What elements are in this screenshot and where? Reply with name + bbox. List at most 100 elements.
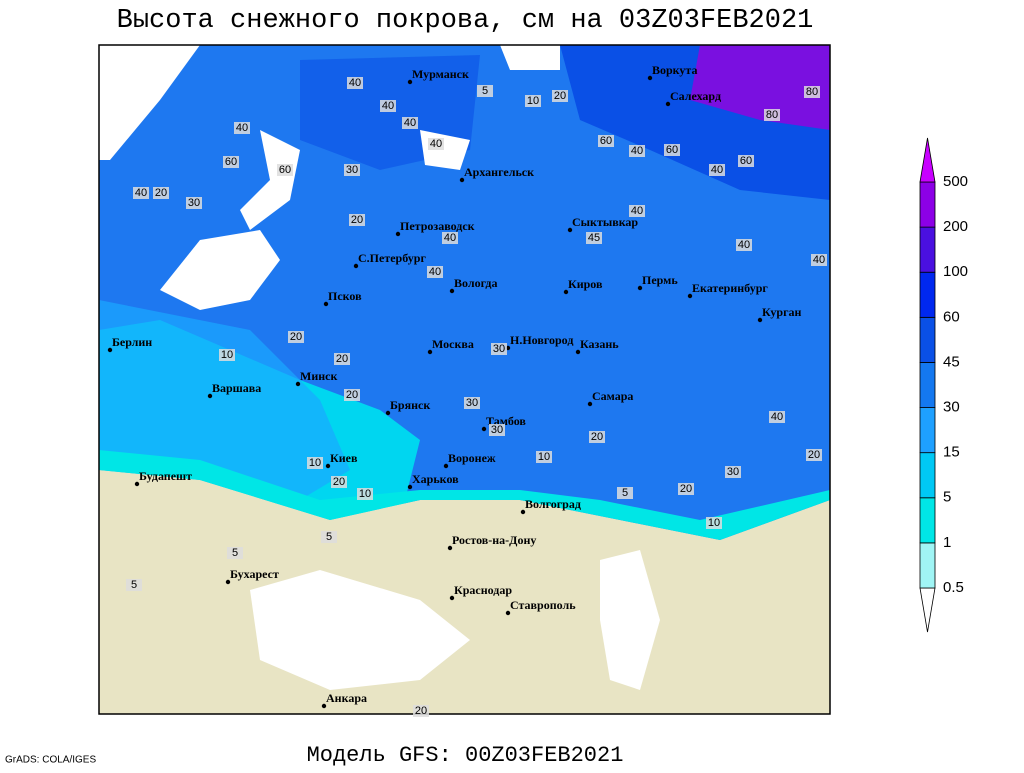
contour-label: 40	[738, 239, 750, 251]
city-dot	[323, 301, 329, 307]
city-dot	[505, 610, 511, 616]
contour-label: 30	[466, 397, 478, 409]
city-label: Краснодар	[454, 583, 512, 597]
contour-label-box	[736, 239, 752, 251]
legend-arrow-high	[919, 137, 936, 183]
contour-label: 20	[333, 476, 345, 488]
contour-label-box	[525, 95, 541, 107]
city-label: Волгоград	[525, 497, 581, 511]
city-dot	[757, 317, 763, 323]
contour-label-box	[664, 144, 680, 156]
city-label: Вологда	[454, 276, 498, 290]
contour-label-box	[133, 187, 149, 199]
city-dot	[395, 231, 401, 237]
contour-label-box	[402, 117, 418, 129]
contour-label: 60	[225, 156, 237, 168]
city-label: С.Петербург	[358, 251, 426, 265]
contour-label-box	[427, 266, 443, 278]
city-label: Киров	[568, 277, 603, 291]
city-label: Варшава	[212, 381, 261, 395]
contour-label: 30	[491, 424, 503, 436]
contour-label: 20	[155, 187, 167, 199]
contour-label: 60	[666, 144, 678, 156]
legend-label: 0.5	[943, 579, 964, 596]
city-dot	[687, 293, 693, 299]
contour-label-box	[552, 90, 568, 102]
contour-label-box	[227, 547, 243, 559]
city-label: Салехард	[670, 89, 721, 103]
contour-label: 20	[415, 705, 427, 717]
title: Высота снежного покрова, см на 03Z03FEB2…	[117, 6, 814, 36]
contour-label-box	[347, 77, 363, 89]
city-dot	[407, 79, 413, 85]
city-dot	[563, 289, 569, 295]
contour-label: 5	[232, 547, 238, 559]
contour-label-box	[331, 476, 347, 488]
contour-label-box	[617, 487, 633, 499]
contour-label: 10	[708, 517, 720, 529]
city-label: Харьков	[412, 472, 459, 486]
city-label: Брянск	[390, 398, 430, 412]
contour-label-box	[491, 343, 507, 355]
contour-label: 10	[359, 488, 371, 500]
legend-label: 100	[943, 263, 968, 280]
contour-label: 30	[493, 343, 505, 355]
contour-label-box	[804, 86, 820, 98]
city-dot	[647, 75, 653, 81]
contour-label-box	[344, 164, 360, 176]
contour-label: 5	[326, 531, 332, 543]
contour-label: 45	[588, 232, 600, 244]
contour-label-box	[489, 424, 505, 436]
contour-label-box	[536, 451, 552, 463]
legend-swatch	[919, 542, 936, 589]
city-dot	[353, 263, 359, 269]
contour-label-box	[413, 705, 429, 717]
city-dot	[321, 703, 327, 709]
city-label: Псков	[328, 289, 362, 303]
city-label: Мурманск	[412, 67, 469, 81]
map	[99, 45, 830, 714]
city-dot	[449, 288, 455, 294]
city-dot	[587, 401, 593, 407]
city-label: Н.Новгород	[510, 333, 573, 347]
city-label: Киев	[330, 451, 358, 465]
legend-swatch	[919, 452, 936, 499]
legend-swatch	[919, 407, 936, 454]
city-label: Петрозаводск	[400, 219, 475, 233]
city-dot	[567, 227, 573, 233]
legend-label: 1	[943, 534, 951, 551]
city-label: Анкара	[326, 691, 367, 705]
contour-label-box	[357, 488, 373, 500]
contour-label-box	[307, 457, 323, 469]
city-dot	[295, 381, 301, 387]
contour-label: 30	[188, 197, 200, 209]
contour-label-box	[629, 205, 645, 217]
contour-label: 40	[813, 254, 825, 266]
contour-label-box	[769, 411, 785, 423]
city-dot	[107, 347, 113, 353]
contour-label-box	[738, 155, 754, 167]
contour-label: 5	[131, 579, 137, 591]
legend-swatch	[919, 271, 936, 318]
city-dot	[665, 101, 671, 107]
city-label: Ростов-на-Дону	[452, 533, 536, 547]
contour-label-box	[234, 122, 250, 134]
city-dot	[575, 349, 581, 355]
contour-label: 20	[591, 431, 603, 443]
legend-label: 45	[943, 353, 960, 370]
contour-label: 40	[771, 411, 783, 423]
contour-label-box	[629, 145, 645, 157]
contour-label: 20	[554, 90, 566, 102]
contour-label: 40	[135, 187, 147, 199]
contour-label: 20	[680, 483, 692, 495]
city-label: Екатеринбург	[692, 281, 768, 295]
contour-label: 60	[600, 135, 612, 147]
city-label: Курган	[762, 305, 802, 319]
contour-label-box	[464, 397, 480, 409]
contour-label: 20	[336, 353, 348, 365]
contour-label-box	[126, 579, 142, 591]
city-label: Архангельск	[464, 165, 534, 179]
legend-label: 30	[943, 399, 960, 416]
contour-label: 40	[349, 77, 361, 89]
contour-label-box	[288, 331, 304, 343]
